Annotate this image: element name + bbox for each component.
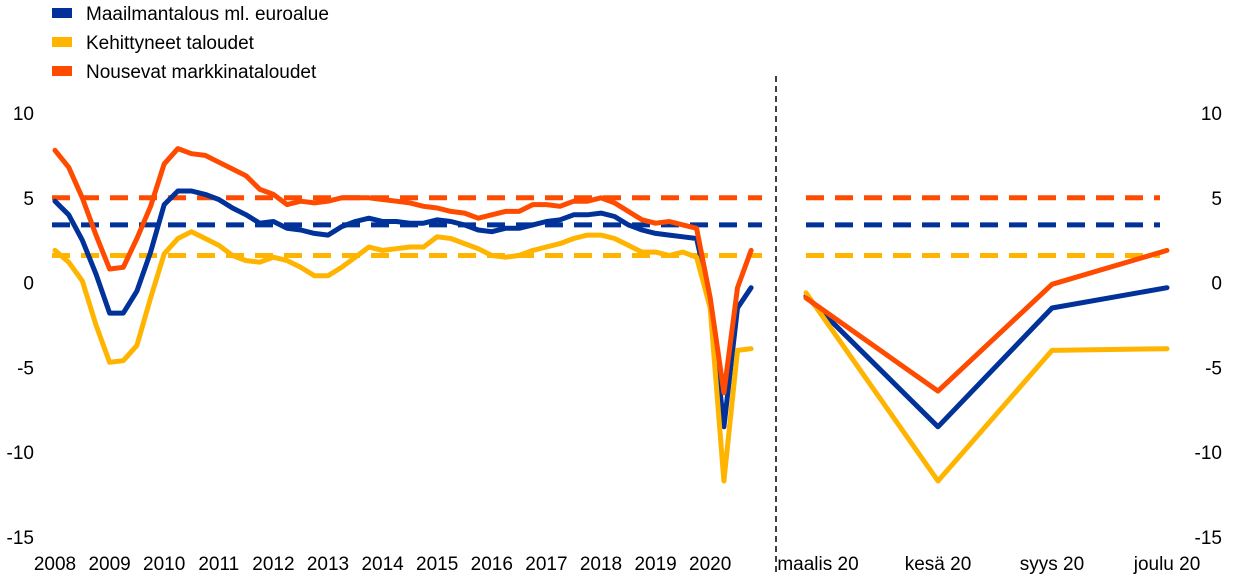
x-tick-label: 2016: [471, 554, 513, 575]
y-tick-label-right: -15: [1195, 528, 1222, 549]
series-line-nousevat-markkinataloudet: [803, 247, 1170, 394]
x-tick-label: 2008: [34, 554, 76, 575]
legend-label: Maailmantalous ml. euroalue: [86, 4, 329, 25]
y-tick-label-right: -10: [1195, 443, 1222, 464]
x-tick-label: 2015: [416, 554, 458, 575]
x-tick-label: 2010: [143, 554, 185, 575]
x-tick-label: 2014: [361, 554, 404, 575]
x-tick-label: 2011: [198, 554, 239, 575]
x-category-label: kesä 20: [905, 554, 972, 575]
y-tick-label-left: -5: [17, 358, 34, 379]
y-tick-label-left: 10: [13, 104, 34, 125]
x-category-label: joulu 20: [1133, 554, 1201, 575]
legend-swatch: [52, 37, 72, 47]
x-tick-label: 2019: [634, 554, 676, 575]
y-tick-label-left: 5: [23, 189, 34, 210]
legend-item-kehittyneet-taloudet: Kehittyneet taloudet: [52, 33, 255, 54]
x-tick-label: 2020: [689, 554, 731, 575]
series-line-maailmantalous-ml-euroalue: [803, 285, 1170, 430]
legend-item-nousevat-markkinataloudet: Nousevat markkinataloudet: [52, 62, 317, 83]
left-panel: -15 -10 -5 0 5 10 2008 2009 2010 2011 2012 2013 2014…: [7, 104, 762, 575]
right-panel: -15 -10 -5 0 5 10 maalis 20 kesä 20 syys 20 joulu…: [777, 104, 1222, 575]
x-tick-label: 2013: [307, 554, 349, 575]
x-tick-label: 2017: [525, 554, 567, 575]
legend-item-maailmantalous-ml-euroalue: Maailmantalous ml. euroalue: [52, 4, 329, 25]
legend-label: Nousevat markkinataloudet: [86, 62, 317, 83]
x-tick-label: 2012: [252, 554, 294, 575]
y-tick-label-left: -15: [7, 528, 34, 549]
legend-swatch: [52, 8, 72, 18]
series-line-kehittyneet-taloudet: [52, 229, 754, 484]
y-tick-label-left: 0: [23, 274, 34, 295]
x-tick-label: 2018: [580, 554, 622, 575]
y-tick-label-right: 5: [1211, 189, 1222, 210]
y-tick-label-right: 10: [1201, 104, 1222, 125]
y-tick-label-right: -5: [1205, 358, 1222, 379]
y-tick-label-right: 0: [1211, 274, 1222, 295]
legend-swatch: [52, 66, 72, 76]
series-line-kehittyneet-taloudet: [803, 290, 1170, 484]
x-category-label: maalis 20: [777, 554, 858, 575]
series-line-maailmantalous-ml-euroalue: [52, 188, 754, 430]
y-tick-label-left: -10: [7, 443, 34, 464]
series-line-nousevat-markkinataloudet: [52, 146, 754, 396]
legend-label: Kehittyneet taloudet: [86, 33, 255, 54]
x-category-label: syys 20: [1020, 554, 1084, 575]
legend: Maailmantalous ml. euroalue Kehittyneet t…: [52, 4, 329, 83]
x-tick-label: 2009: [88, 554, 130, 575]
